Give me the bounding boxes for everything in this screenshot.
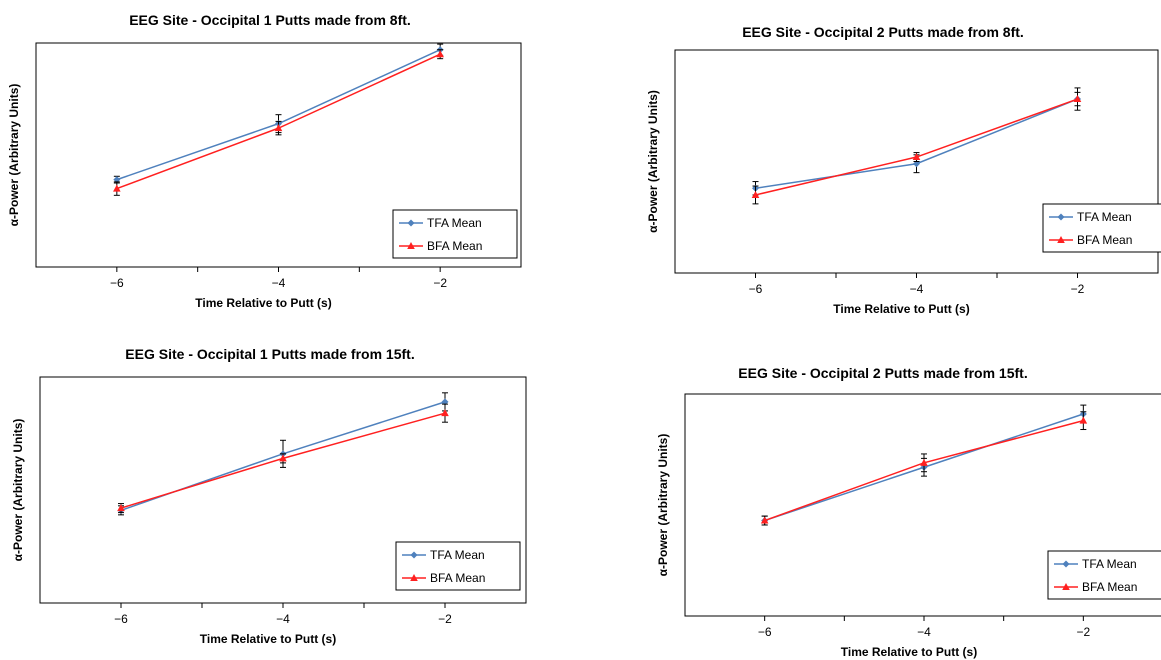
x-tick-label: −6 <box>758 625 772 639</box>
legend-label: TFA Mean <box>430 548 485 562</box>
legend-marker-tfa <box>1057 213 1065 221</box>
x-axis-label: Time Relative to Putt (s) <box>200 632 336 646</box>
legend-box <box>392 209 518 259</box>
chart-svg: EEG Site - Occipital 1 Putts made from 8… <box>7 12 522 310</box>
x-tick-label: −6 <box>110 276 124 290</box>
x-tick-label: −4 <box>272 276 286 290</box>
y-axis-label: α-Power (Arbitrary Units) <box>656 434 670 577</box>
legend-label: BFA Mean <box>427 239 482 253</box>
data-point-bfa <box>117 504 125 512</box>
legend-marker-bfa <box>1057 236 1065 243</box>
x-tick-label: −4 <box>910 282 924 296</box>
chart-occipital2-15ft: EEG Site - Occipital 2 Putts made from 1… <box>590 358 1161 660</box>
legend-label: TFA Mean <box>1082 557 1137 571</box>
chart-occipital1-8ft: EEG Site - Occipital 1 Putts made from 8… <box>0 0 560 325</box>
x-tick-label: −2 <box>438 612 452 626</box>
chart-svg: EEG Site - Occipital 2 Putts made from 8… <box>646 24 1161 316</box>
data-point-bfa <box>1079 416 1088 424</box>
legend-box <box>1047 550 1161 600</box>
data-point-bfa <box>279 454 287 462</box>
x-axis-label: Time Relative to Putt (s) <box>195 296 331 310</box>
data-point-bfa <box>920 458 928 466</box>
data-point-bfa <box>441 409 449 417</box>
y-axis-label: α-Power (Arbitrary Units) <box>11 419 25 562</box>
data-point-bfa <box>274 124 283 132</box>
chart-title: EEG Site - Occipital 1 Putts made from 1… <box>125 346 414 362</box>
legend-label: TFA Mean <box>427 216 482 230</box>
data-point-bfa <box>1073 95 1082 103</box>
chart-svg: EEG Site - Occipital 1 Putts made from 1… <box>11 346 527 646</box>
series-line-tfa <box>755 98 1078 190</box>
x-tick-label: −2 <box>1076 625 1090 639</box>
data-point-bfa <box>760 516 769 524</box>
x-axis-label: Time Relative to Putt (s) <box>833 302 969 316</box>
data-point-bfa <box>113 184 121 192</box>
x-axis-label: Time Relative to Putt (s) <box>841 645 977 659</box>
y-axis-label: α-Power (Arbitrary Units) <box>646 90 660 233</box>
x-tick-label: −6 <box>749 282 763 296</box>
legend-marker-bfa <box>1062 583 1070 590</box>
data-point-bfa <box>912 153 921 161</box>
x-tick-label: −4 <box>276 612 290 626</box>
chart-svg: EEG Site - Occipital 2 Putts made from 1… <box>656 365 1161 659</box>
legend-label: TFA Mean <box>1077 210 1132 224</box>
legend-marker-bfa <box>407 242 415 249</box>
chart-title: EEG Site - Occipital 2 Putts made from 8… <box>742 24 1024 40</box>
legend-label: BFA Mean <box>1077 233 1132 247</box>
y-axis-label: α-Power (Arbitrary Units) <box>7 84 21 227</box>
data-point-bfa <box>751 190 760 198</box>
legend-label: BFA Mean <box>1082 580 1137 594</box>
chart-title: EEG Site - Occipital 1 Putts made from 8… <box>129 12 411 28</box>
data-point-bfa <box>436 50 444 58</box>
data-point-tfa <box>441 398 449 406</box>
chart-occipital2-8ft: EEG Site - Occipital 2 Putts made from 8… <box>590 15 1161 316</box>
legend-marker-tfa <box>410 551 418 559</box>
legend-marker-bfa <box>410 574 418 581</box>
legend-label: BFA Mean <box>430 571 485 585</box>
legend-box <box>395 541 521 591</box>
x-tick-label: −6 <box>114 612 128 626</box>
x-tick-label: −4 <box>917 625 931 639</box>
x-tick-label: −2 <box>1071 282 1085 296</box>
legend-box <box>1042 203 1161 253</box>
legend-marker-tfa <box>1062 560 1070 568</box>
x-tick-label: −2 <box>433 276 447 290</box>
chart-title: EEG Site - Occipital 2 Putts made from 1… <box>738 365 1027 381</box>
chart-occipital1-15ft: EEG Site - Occipital 1 Putts made from 1… <box>0 342 560 652</box>
legend-marker-tfa <box>407 219 415 227</box>
